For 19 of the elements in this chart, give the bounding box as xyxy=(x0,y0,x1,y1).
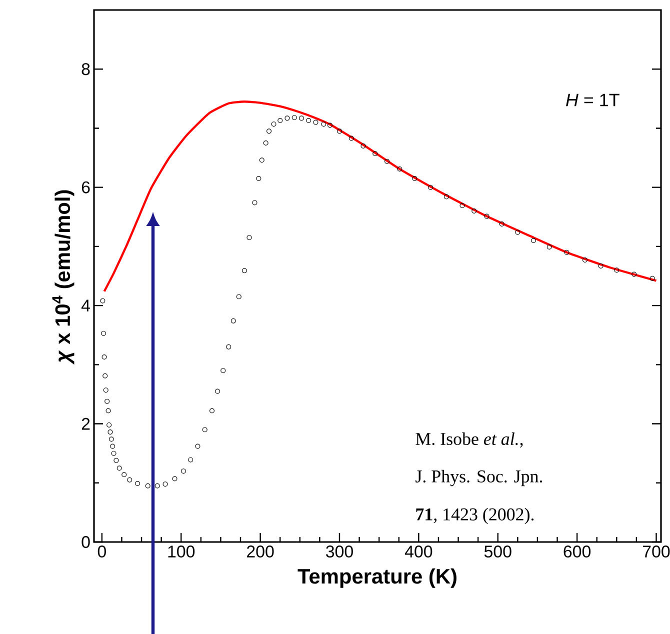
y-tick-label: 8 xyxy=(82,63,90,76)
x-tick-label: 400 xyxy=(404,546,432,558)
x-tick-label: 300 xyxy=(326,546,353,558)
x-axis-title: Temperature (K) xyxy=(298,568,456,588)
y-tick-label: 6 xyxy=(82,181,90,194)
x-tick-label: 600 xyxy=(564,546,591,558)
y-axis-title: χ x 10$^{4}$ (emu/mol) xyxy=(52,190,74,365)
x-tick-label: 700 xyxy=(642,546,670,558)
x-tick-label: 100 xyxy=(168,546,195,558)
annotation: J. Phys. Soc. Jpn. xyxy=(416,470,542,486)
x-tick-label: 500 xyxy=(484,546,512,558)
y-tick-label: 2 xyxy=(82,418,90,430)
x-tick-label: 200 xyxy=(247,546,274,558)
y-tick-label: 4 xyxy=(81,300,90,312)
y-tick-label: 0 xyxy=(82,536,90,548)
annotation: H = 1T xyxy=(566,94,620,106)
annotation: 71, 1423 (2002). xyxy=(416,508,534,524)
annotation: M. Isobe et al., xyxy=(416,432,523,448)
x-tick-label: 0 xyxy=(98,546,106,558)
